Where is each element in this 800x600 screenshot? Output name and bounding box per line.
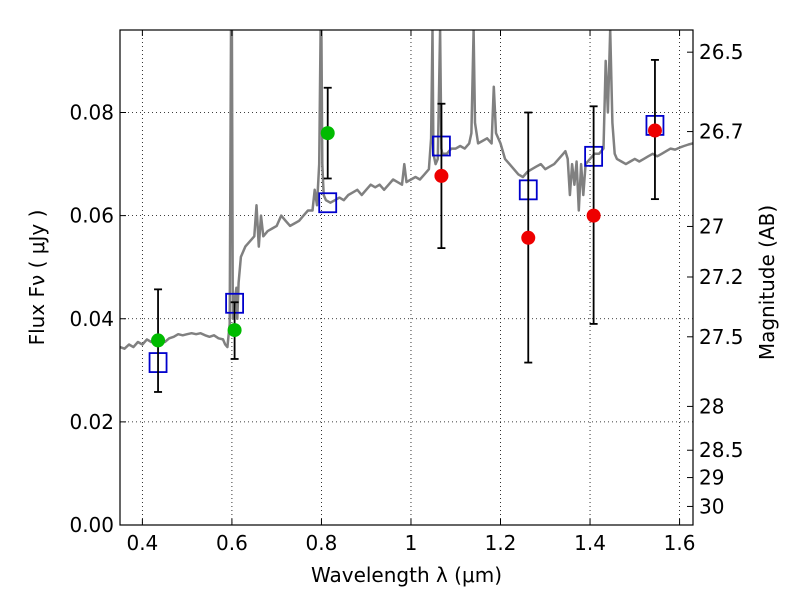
red-data-point — [586, 208, 601, 223]
y2-tick-label: 27.2 — [699, 265, 744, 289]
red-data-point — [434, 168, 449, 183]
y2-axis-label: Magnitude (AB) — [755, 205, 779, 360]
y-tick-label: 0.08 — [69, 101, 114, 125]
green-data-point — [320, 126, 335, 141]
y-tick-label: 0.00 — [69, 513, 114, 537]
ticks: 0.4 0.6 0.8 1 1.2 1.4 1.6 0.00 0.02 0.04 0.06 0.08 2… — [69, 30, 744, 555]
y2-tick-label: 27 — [699, 214, 724, 238]
y-tick-label: 0.06 — [69, 204, 114, 228]
green-data-point — [151, 333, 166, 348]
y2-tick-label: 28 — [699, 394, 724, 418]
x-tick-label: 0.4 — [126, 531, 158, 555]
x-tick-label: 1.6 — [664, 531, 696, 555]
y2-tick-label: 28.5 — [699, 438, 744, 462]
y-tick-label: 0.04 — [69, 307, 114, 331]
x-tick-label: 0.6 — [216, 531, 248, 555]
plot-frame — [119, 29, 694, 526]
y2-tick-label: 29 — [699, 466, 724, 490]
x-tick-label: 1 — [405, 531, 418, 555]
y2-tick-label: 26.7 — [699, 120, 744, 144]
x-tick-label: 1.4 — [574, 531, 606, 555]
red-data-point — [521, 230, 536, 245]
x-tick-label: 0.8 — [306, 531, 338, 555]
y-axis-label: Flux Fν ( μJy ) — [25, 210, 49, 346]
green-data-point — [227, 323, 242, 338]
x-axis-label: Wavelength λ (μm) — [311, 563, 502, 587]
model-photometry-square — [318, 192, 338, 214]
y2-tick-label: 30 — [699, 494, 724, 518]
model-spectrum-line — [120, 30, 693, 350]
y2-tick-label: 26.5 — [699, 40, 744, 64]
grid-lines — [120, 30, 693, 525]
y-tick-label: 0.02 — [69, 410, 114, 434]
y2-tick-label: 27.5 — [699, 325, 744, 349]
red-data-point — [647, 123, 662, 138]
data-layer — [120, 30, 693, 393]
x-tick-label: 1.2 — [485, 531, 517, 555]
